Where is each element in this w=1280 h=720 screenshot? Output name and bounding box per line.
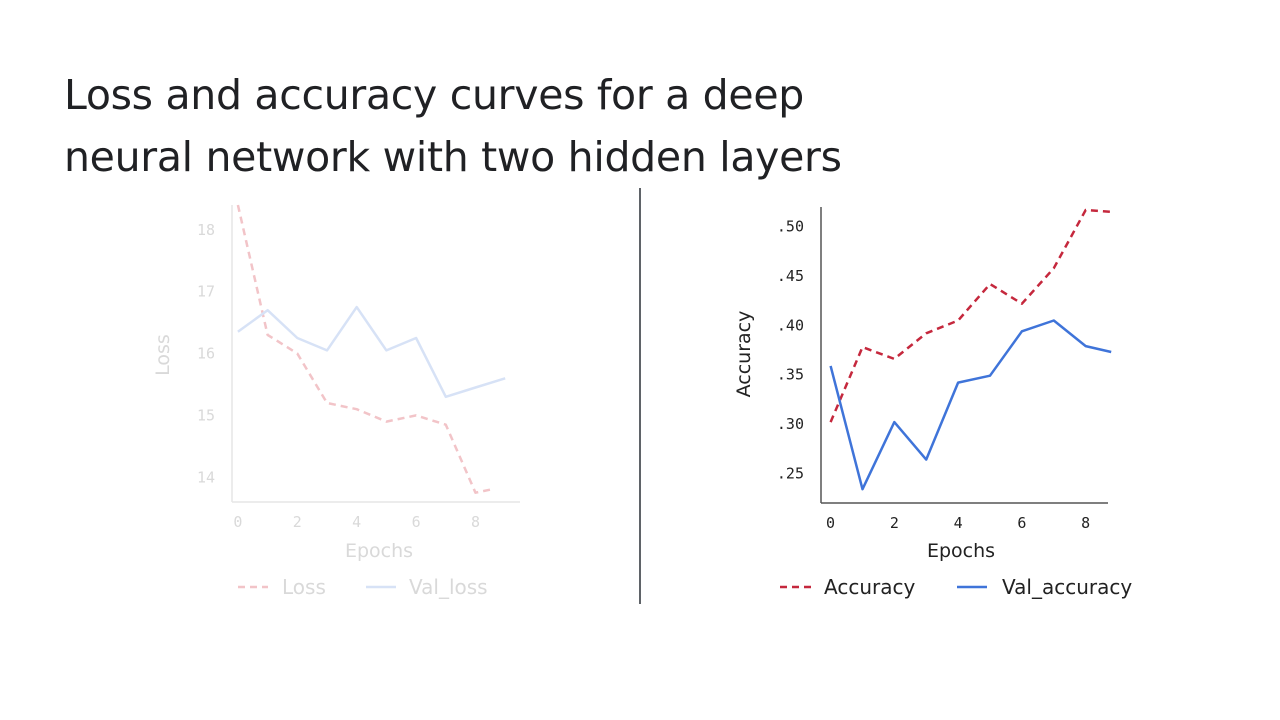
- accuracy-x-ticks: 0 2 4 6 8: [826, 514, 1090, 532]
- accuracy-y-tick-label: .50: [777, 218, 804, 236]
- loss-y-tick-label: 14: [197, 468, 215, 486]
- accuracy-y-tick-label: .35: [777, 366, 804, 384]
- loss-y-axis-title: Loss: [152, 334, 174, 376]
- loss-series: [236, 204, 506, 494]
- loss-y-tick-label: 16: [197, 345, 215, 363]
- slide-title: Loss and accuracy curves for a deep neur…: [64, 64, 964, 188]
- loss-y-ticks: 14 15 16 17 18: [197, 221, 215, 487]
- loss-y-tick-label: 17: [197, 283, 215, 301]
- accuracy-y-ticks: .25 .30 .35 .40 .45 .50: [777, 218, 804, 483]
- loss-chart: 14 15 16 17 18 0 2 4 6 8 Epochs Loss Loss Val_lo…: [152, 204, 520, 599]
- accuracy-x-tick-label: 4: [954, 514, 963, 532]
- loss-x-axis-title: Epochs: [345, 540, 413, 562]
- accuracy-series-accuracy-line: [829, 208, 1112, 423]
- accuracy-y-tick-label: .45: [777, 267, 804, 285]
- slide-title-line-2: neural network with two hidden layers: [64, 133, 842, 181]
- accuracy-y-tick-label: .25: [777, 464, 804, 482]
- loss-series-loss-line: [236, 204, 491, 494]
- chart-divider: [639, 188, 641, 604]
- accuracy-series: [829, 208, 1112, 491]
- slide-title-line-1: Loss and accuracy curves for a deep: [64, 71, 804, 119]
- loss-y-tick-label: 18: [197, 221, 215, 239]
- loss-x-ticks: 0 2 4 6 8: [233, 513, 480, 531]
- accuracy-legend-label-accuracy: Accuracy: [824, 575, 915, 599]
- accuracy-legend-label-val-accuracy: Val_accuracy: [1002, 575, 1132, 599]
- accuracy-y-axis-title: Accuracy: [733, 311, 755, 398]
- accuracy-x-tick-label: 2: [890, 514, 899, 532]
- loss-legend-label-val-loss: Val_loss: [409, 575, 488, 599]
- accuracy-x-tick-label: 8: [1081, 514, 1090, 532]
- accuracy-y-tick-label: .30: [777, 415, 804, 433]
- loss-x-tick-label: 2: [293, 513, 302, 531]
- accuracy-x-tick-label: 0: [826, 514, 835, 532]
- loss-y-tick-label: 15: [197, 406, 215, 424]
- accuracy-series-val-accuracy-line: [829, 319, 1112, 491]
- loss-legend-label-loss: Loss: [282, 575, 326, 599]
- loss-x-tick-label: 0: [233, 513, 242, 531]
- accuracy-x-axis-title: Epochs: [927, 540, 995, 562]
- loss-x-tick-label: 4: [352, 513, 361, 531]
- loss-series-val-loss-line: [237, 305, 506, 399]
- accuracy-x-tick-label: 6: [1017, 514, 1026, 532]
- loss-x-tick-label: 8: [471, 513, 480, 531]
- loss-x-tick-label: 6: [412, 513, 421, 531]
- accuracy-y-tick-label: .40: [777, 316, 804, 334]
- loss-legend: Loss Val_loss: [238, 575, 488, 599]
- accuracy-legend: Accuracy Val_accuracy: [780, 575, 1132, 599]
